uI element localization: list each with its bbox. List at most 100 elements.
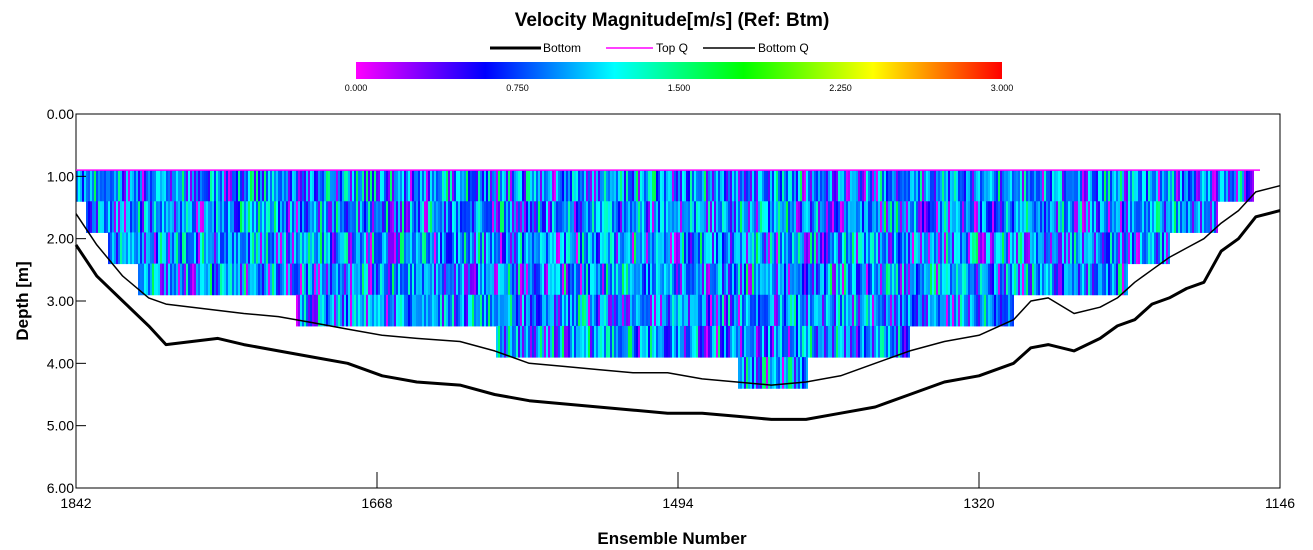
velocity-cell: [832, 325, 834, 358]
velocity-cell: [586, 201, 588, 233]
velocity-cell: [710, 325, 712, 358]
velocity-cell: [810, 232, 812, 265]
velocity-cell: [246, 201, 248, 233]
velocity-cell: [992, 170, 994, 202]
velocity-cell: [332, 170, 334, 202]
velocity-cell: [300, 201, 302, 233]
velocity-cell: [360, 294, 362, 327]
velocity-cell: [1208, 170, 1210, 202]
velocity-cell: [1140, 232, 1142, 265]
velocity-cell: [270, 170, 272, 202]
velocity-cell: [982, 201, 984, 233]
velocity-cell: [864, 170, 866, 202]
velocity-cell: [860, 263, 862, 296]
velocity-cell: [566, 294, 568, 327]
velocity-cell: [1006, 201, 1008, 233]
velocity-cell: [486, 201, 488, 233]
velocity-cell: [940, 201, 942, 233]
velocity-cell: [738, 294, 740, 327]
velocity-cell: [198, 232, 200, 265]
velocity-cell: [814, 232, 816, 265]
velocity-cell: [842, 263, 844, 296]
velocity-cell: [310, 170, 312, 202]
velocity-cell: [832, 170, 834, 202]
velocity-cell: [356, 263, 358, 296]
velocity-cell: [498, 325, 500, 358]
velocity-cell: [414, 170, 416, 202]
velocity-cell: [716, 325, 718, 358]
velocity-cell: [252, 170, 254, 202]
velocity-cell: [730, 325, 732, 358]
velocity-cell: [572, 294, 574, 327]
velocity-cell: [706, 232, 708, 265]
velocity-cell: [402, 294, 404, 327]
velocity-cell: [1204, 201, 1206, 233]
velocity-cell: [772, 201, 774, 233]
velocity-cell: [230, 201, 232, 233]
velocity-cell: [1110, 170, 1112, 202]
velocity-cell: [116, 232, 118, 265]
velocity-cell: [892, 170, 894, 202]
velocity-cell: [894, 201, 896, 233]
velocity-cell: [868, 294, 870, 327]
velocity-cell: [834, 263, 836, 296]
velocity-cell: [596, 201, 598, 233]
velocity-cell: [1006, 232, 1008, 265]
velocity-cell: [466, 232, 468, 265]
velocity-cell: [668, 263, 670, 296]
velocity-cell: [958, 170, 960, 202]
velocity-cell: [714, 325, 716, 358]
velocity-cell: [1100, 263, 1102, 296]
velocity-cell: [586, 232, 588, 265]
velocity-cell: [1242, 170, 1244, 202]
velocity-cell: [272, 263, 274, 296]
velocity-cell: [904, 325, 906, 358]
velocity-cell: [248, 263, 250, 296]
velocity-cell: [410, 294, 412, 327]
velocity-cell: [338, 294, 340, 327]
velocity-cell: [494, 263, 496, 296]
velocity-cell: [572, 325, 574, 358]
velocity-cell: [116, 170, 118, 202]
velocity-cell: [930, 170, 932, 202]
velocity-cell: [550, 294, 552, 327]
velocity-cell: [1214, 170, 1216, 202]
velocity-cell: [354, 201, 356, 233]
velocity-cell: [688, 263, 690, 296]
velocity-cell: [760, 263, 762, 296]
velocity-cell: [122, 232, 124, 265]
velocity-cell: [540, 263, 542, 296]
velocity-cell: [608, 170, 610, 202]
velocity-cell: [748, 170, 750, 202]
velocity-cell: [762, 170, 764, 202]
velocity-cell: [290, 170, 292, 202]
velocity-cell: [732, 201, 734, 233]
velocity-cell: [804, 263, 806, 296]
velocity-cell: [780, 201, 782, 233]
velocity-cell: [172, 232, 174, 265]
velocity-cell: [318, 170, 320, 202]
velocity-cell: [840, 263, 842, 296]
velocity-cell: [146, 201, 148, 233]
y-axis-label: Depth [m]: [13, 261, 32, 340]
velocity-cell: [782, 263, 784, 296]
velocity-cell: [696, 201, 698, 233]
velocity-cell: [502, 263, 504, 296]
velocity-cell: [218, 263, 220, 296]
velocity-cell: [1136, 201, 1138, 233]
velocity-cell: [640, 170, 642, 202]
velocity-cell: [984, 263, 986, 296]
velocity-cell: [580, 325, 582, 358]
velocity-cell: [136, 201, 138, 233]
velocity-cell: [692, 325, 694, 358]
velocity-cell: [754, 170, 756, 202]
velocity-cell: [530, 263, 532, 296]
velocity-cell: [242, 170, 244, 202]
velocity-cell: [1026, 201, 1028, 233]
velocity-cell: [614, 325, 616, 358]
velocity-cell: [1090, 170, 1092, 202]
velocity-cell: [838, 263, 840, 296]
velocity-cell: [614, 201, 616, 233]
x-tick-label: 1146: [1265, 495, 1295, 511]
velocity-cell: [308, 201, 310, 233]
